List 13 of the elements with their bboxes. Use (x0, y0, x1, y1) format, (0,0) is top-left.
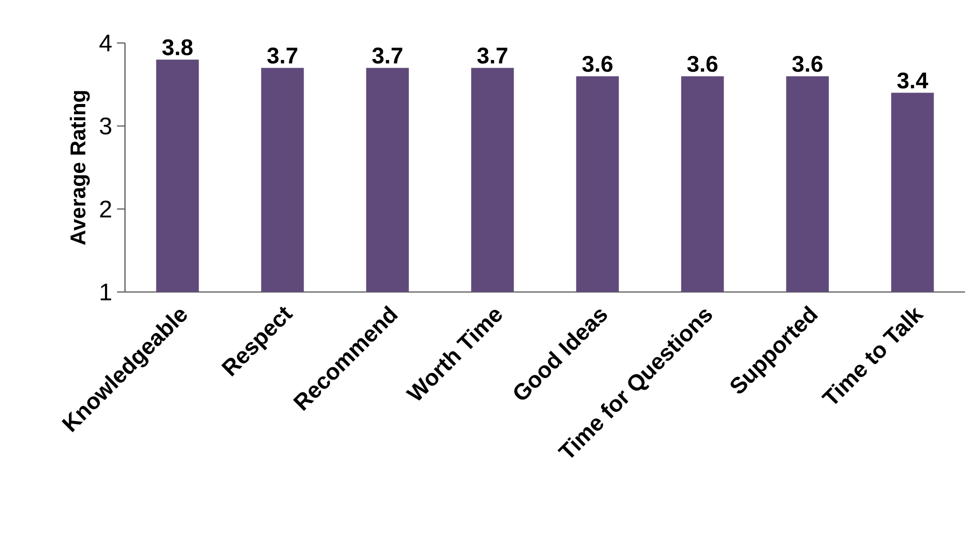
y-axis-title: Average Rating (70, 91, 90, 245)
data-label: 3.7 (267, 48, 298, 64)
data-label: 3.7 (477, 48, 508, 64)
data-label: 3.7 (372, 48, 402, 64)
data-label: 3.6 (687, 56, 718, 72)
data-label: 3.8 (162, 39, 193, 56)
y-tick-label: 2 (100, 200, 112, 218)
data-label: 3.6 (792, 56, 822, 72)
y-tick-label: 1 (100, 284, 112, 300)
y-tick-label: 4 (99, 34, 112, 52)
data-label: 3.4 (897, 72, 928, 89)
y-tick-label: 3 (100, 117, 112, 134)
data-label: 3.6 (582, 56, 612, 72)
